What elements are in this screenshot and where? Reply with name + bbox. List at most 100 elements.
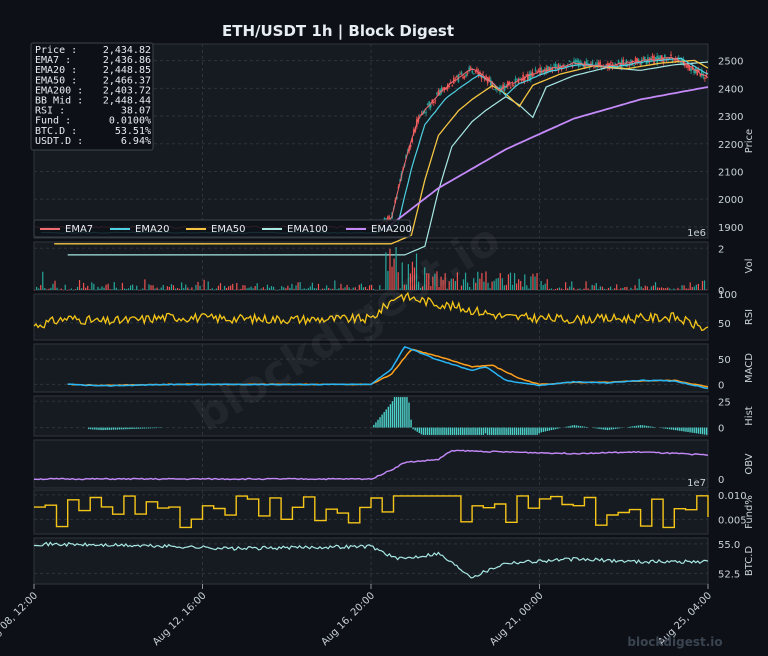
volume-bar (399, 288, 401, 290)
hist-bar (490, 427, 493, 435)
volume-bar (638, 278, 640, 290)
volume-bar (556, 288, 559, 290)
rsi-tick-label: 50 (718, 319, 731, 330)
hist-bar (98, 427, 100, 430)
volume-bar (225, 287, 228, 290)
btcd-tick-label: 55.0 (718, 540, 740, 551)
hist-bar (505, 427, 507, 435)
volume-bar (415, 253, 418, 290)
hist-bar (464, 427, 466, 435)
hist-bar (542, 427, 545, 432)
volume-bar (293, 288, 295, 290)
volume-bar (34, 289, 36, 291)
hist-bar (383, 411, 385, 428)
volume-bar (287, 285, 289, 290)
volume-bar (187, 287, 189, 290)
candle-body (534, 69, 537, 71)
volume-bar (301, 289, 303, 290)
candle-body (556, 66, 558, 68)
volume-bar (78, 279, 81, 290)
volume-bar (148, 284, 150, 290)
volume-bar (283, 287, 285, 290)
volume-bar (289, 287, 291, 290)
hist-bar (705, 427, 708, 435)
volume-bar (536, 272, 538, 290)
volume-bar (599, 286, 601, 290)
btcd-axis-label: BTC.D (744, 546, 755, 577)
volume-bar (479, 278, 481, 290)
hist-bar (540, 427, 542, 433)
volume-bar (677, 287, 679, 290)
info-value: 2,403.72 (103, 85, 151, 96)
hist-bar (379, 417, 381, 428)
volume-bar (565, 282, 567, 290)
hist-bar (614, 427, 617, 429)
candle-body (627, 63, 629, 66)
candle-body (664, 54, 666, 59)
hist-bar (548, 427, 551, 431)
volume-bar (317, 283, 320, 290)
volume-bar (397, 272, 399, 290)
volume-bar (321, 288, 324, 290)
volume-bar (546, 279, 548, 290)
hist-bar (447, 427, 449, 435)
hist-bar (395, 397, 398, 428)
candle-body (530, 72, 532, 80)
hist-bar (141, 427, 144, 429)
candle-body (585, 61, 588, 67)
hist-bar (544, 427, 547, 432)
candle-body (426, 104, 429, 106)
candle-body (690, 68, 692, 72)
volume-bar (491, 281, 493, 290)
volume-bar (70, 288, 72, 290)
volume-bar (511, 284, 514, 290)
candle-body (459, 73, 461, 75)
candle-body (576, 59, 578, 63)
info-label: EMA200 : (35, 85, 83, 96)
candle-body (614, 65, 617, 67)
candle-body (489, 79, 492, 86)
candle-body (696, 69, 699, 75)
candle-body (551, 66, 554, 72)
info-value: 38.07 (121, 106, 151, 117)
candle-body (673, 59, 675, 61)
hist-bar (135, 427, 137, 429)
volume-tick-label: 0 (718, 286, 724, 297)
volume-bar (83, 282, 85, 290)
volume-bar (597, 288, 599, 290)
volume-bar (413, 267, 416, 290)
volume-bar (683, 285, 685, 290)
volume-bar (164, 289, 166, 291)
hist-bar (679, 427, 681, 431)
hist-bar (120, 427, 123, 430)
hist-axis-label: Hist (744, 406, 755, 426)
volume-bar (656, 287, 659, 290)
volume-bar (348, 287, 350, 290)
btcd-tick-label: 52.5 (718, 569, 740, 580)
volume-bar (409, 273, 412, 290)
hist-bar (102, 427, 104, 431)
volume-bar (87, 285, 89, 290)
candle-body (503, 85, 506, 91)
candle-body (451, 85, 454, 87)
hist-bar (108, 427, 110, 430)
hist-bar (499, 427, 501, 435)
volume-bar (530, 276, 532, 290)
candle-body (429, 104, 432, 108)
price-tick-label: 2200 (718, 140, 743, 151)
volume-bar (366, 289, 369, 290)
candle-body (634, 58, 637, 64)
hist-bar (443, 427, 445, 435)
candle-body (506, 81, 509, 87)
volume-bar (42, 271, 44, 290)
volume-bar (328, 287, 330, 290)
hist-bar (497, 427, 499, 435)
volume-bar (550, 288, 552, 290)
volume-bar (240, 288, 242, 290)
candle-body (676, 59, 678, 61)
volume-bar (628, 289, 630, 291)
volume-bar (513, 273, 516, 290)
hist-bar (648, 426, 650, 428)
hist-bar (701, 427, 704, 435)
fund-tick-label: 0.010 (718, 491, 747, 502)
